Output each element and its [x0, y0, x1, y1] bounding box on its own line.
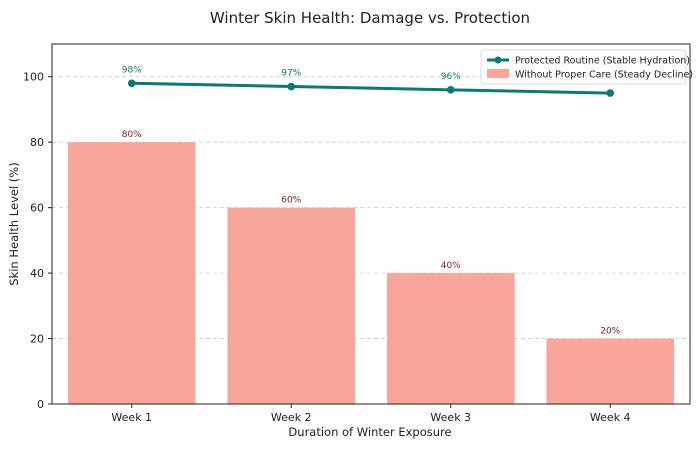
bar-data-label: 20% [600, 327, 620, 337]
bar [67, 142, 196, 404]
legend-label: Protected Routine (Stable Hydration) [515, 56, 690, 67]
x-tick-label: Week 3 [430, 411, 471, 424]
y-tick-label: 80 [30, 136, 44, 149]
bar-data-label: 80% [122, 130, 142, 140]
x-tick-label: Week 1 [111, 411, 152, 424]
bar-data-label: 60% [281, 196, 301, 206]
bar-series: 80% 60% 40% 20% [67, 130, 675, 404]
y-tick-label: 60 [30, 202, 44, 215]
bar [386, 273, 515, 404]
legend-label: Without Proper Care (Steady Decline) [515, 70, 693, 81]
bar [227, 207, 356, 404]
bar [546, 338, 675, 404]
chart-title: Winter Skin Health: Damage vs. Protectio… [210, 9, 530, 27]
y-tick-label: 0 [37, 398, 44, 411]
y-axis-label: Skin Health Level (%) [7, 162, 21, 285]
legend-box [480, 49, 687, 85]
line-data-label: 97% [281, 69, 301, 79]
line-point [127, 79, 136, 88]
line-data-label: 98% [122, 65, 142, 75]
line-point [606, 89, 615, 97]
plot-frame [51, 43, 691, 405]
y-tick-label: 100 [23, 71, 44, 84]
line-series: 98% 97% 96% [122, 65, 615, 97]
line-point [287, 82, 296, 91]
axes: 0 20 40 60 80 100 Week 1 Week 2 Week 3 Week 4 [23, 43, 691, 424]
y-tick-label: 20 [30, 333, 44, 346]
legend-line-marker [494, 56, 502, 64]
x-tick-label: Week 2 [271, 411, 312, 424]
x-tick-label: Week 4 [590, 411, 631, 424]
x-axis-label: Duration of Winter Exposure [288, 425, 451, 439]
series-line [130, 81, 612, 95]
y-tick-label: 40 [30, 267, 44, 280]
line-data-label: 96% [441, 72, 461, 82]
bar-data-label: 40% [441, 261, 461, 271]
legend-bar-swatch [487, 69, 509, 78]
line-point [446, 86, 455, 94]
legend: Protected Routine (Stable Hydration) With… [480, 49, 693, 85]
